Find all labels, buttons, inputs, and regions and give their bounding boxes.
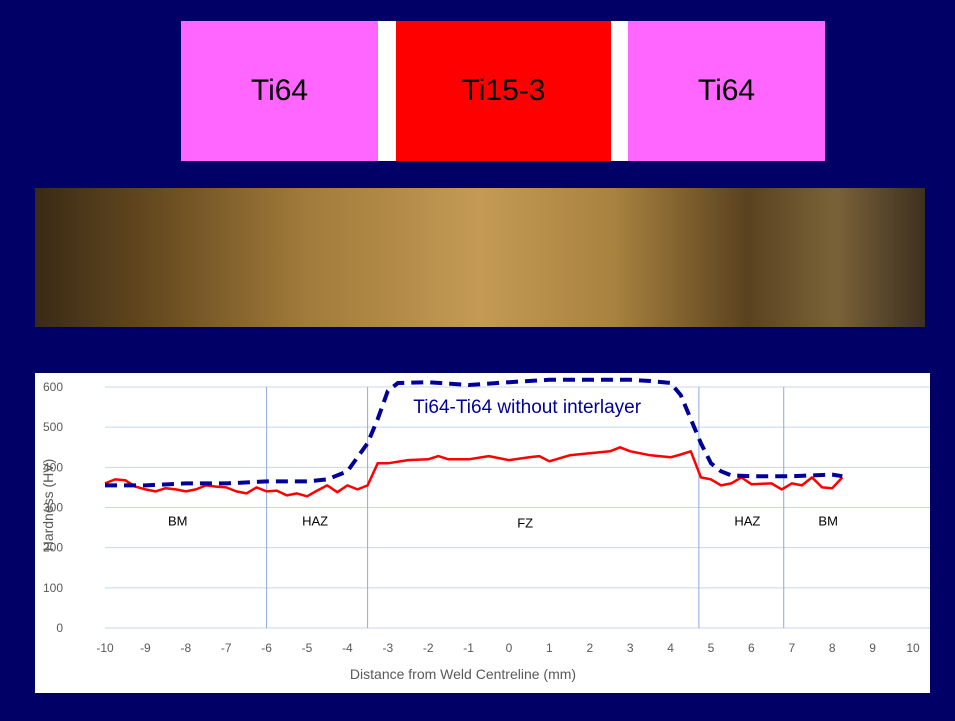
x-tick-label: 2 (586, 641, 593, 655)
x-tick-label: -4 (342, 641, 353, 655)
zone-label: BM (168, 514, 188, 529)
y-tick-label: 600 (43, 380, 63, 394)
chart-background (35, 373, 930, 693)
x-tick-label: -7 (221, 641, 232, 655)
x-tick-label: 8 (829, 641, 836, 655)
gap (378, 21, 396, 161)
x-tick-label: 4 (667, 641, 674, 655)
y-tick-label: 300 (43, 501, 63, 515)
zone-label: HAZ (302, 514, 328, 529)
x-tick-label: -9 (140, 641, 151, 655)
x-tick-label: -1 (463, 641, 474, 655)
x-tick-label: 6 (748, 641, 755, 655)
x-tick-label: 1 (546, 641, 553, 655)
x-tick-label: -8 (180, 641, 191, 655)
zone-label: FZ (517, 516, 533, 531)
x-tick-label: -10 (96, 641, 114, 655)
material-block: Ti64 (628, 21, 825, 161)
x-tick-label: 5 (708, 641, 715, 655)
zone-label: HAZ (734, 514, 760, 529)
x-tick-label: 7 (788, 641, 795, 655)
x-tick-label: -2 (423, 641, 434, 655)
x-tick-label: 10 (906, 641, 920, 655)
material-block: Ti64 (181, 21, 378, 161)
y-tick-label: 500 (43, 420, 63, 434)
x-axis-label: Distance from Weld Centreline (mm) (350, 666, 576, 682)
x-tick-label: -3 (382, 641, 393, 655)
x-tick-label: -5 (302, 641, 313, 655)
x-tick-label: -6 (261, 641, 272, 655)
zone-label: BM (818, 514, 838, 529)
y-tick-label: 0 (56, 621, 63, 635)
material-block: Ti15-3 (396, 21, 611, 161)
x-tick-label: 3 (627, 641, 634, 655)
micrograph (35, 188, 925, 327)
slide: Ti64 Ti15-3 Ti64 Distance from Weld Cent… (0, 0, 955, 721)
y-tick-label: 100 (43, 581, 63, 595)
x-tick-label: 0 (506, 641, 513, 655)
gap (611, 21, 628, 161)
y-tick-label: 400 (43, 460, 63, 474)
series-label: Ti64-Ti64 without interlayer (413, 397, 641, 418)
x-tick-label: 9 (869, 641, 876, 655)
y-tick-label: 200 (43, 541, 63, 555)
chart: Distance from Weld Centreline (mm) Hardn… (35, 373, 930, 693)
